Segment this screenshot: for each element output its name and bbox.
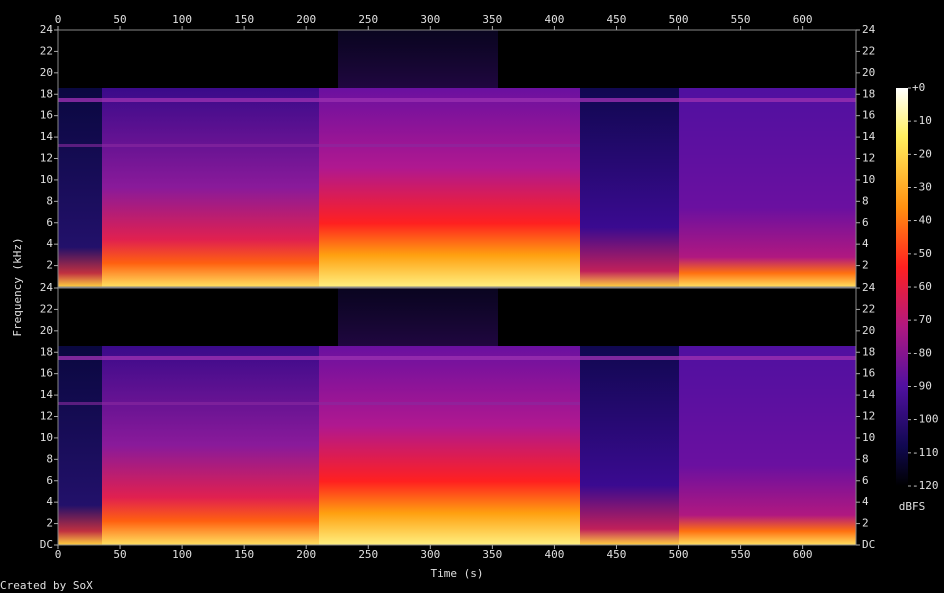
y-tick-label: 8 xyxy=(862,194,869,207)
colorbar-tick-label: +0 xyxy=(912,81,925,94)
y-tick-label: 24 xyxy=(40,281,54,294)
y-axis-label: Frequency (kHz) xyxy=(11,237,24,336)
x-tick-label: 100 xyxy=(172,548,192,561)
colorbar-tick-label: -10 xyxy=(912,114,932,127)
y-tick-label: 22 xyxy=(40,44,53,57)
y-tick-label: 2 xyxy=(46,517,53,530)
colorbar-tick-label: -60 xyxy=(912,280,932,293)
y-tick-label: 14 xyxy=(862,388,876,401)
x-tick-label: 200 xyxy=(296,548,316,561)
y-tick-label: 18 xyxy=(862,87,875,100)
x-tick-label: 350 xyxy=(482,13,502,26)
y-tick-label: 20 xyxy=(862,66,875,79)
y-tick-label: DC xyxy=(862,538,875,551)
x-tick-label: 350 xyxy=(482,548,502,561)
y-tick-label: 12 xyxy=(862,410,875,423)
colorbar-tick-label: -100 xyxy=(912,413,939,426)
y-tick-label: 2 xyxy=(862,259,869,272)
x-tick-label: 0 xyxy=(55,548,62,561)
y-tick-label: 22 xyxy=(862,302,875,315)
x-axis-label: Time (s) xyxy=(431,567,484,580)
spectrogram-channel xyxy=(58,288,856,545)
colorbar-tick-label: -20 xyxy=(912,147,932,160)
y-tick-label: 22 xyxy=(40,302,53,315)
colorbar-tick-label: -90 xyxy=(912,380,932,393)
y-tick-label: 12 xyxy=(40,152,53,165)
y-tick-label: 10 xyxy=(40,431,53,444)
y-tick-label: 14 xyxy=(862,130,876,143)
y-tick-label: DC xyxy=(40,538,53,551)
y-tick-label: 24 xyxy=(40,23,54,36)
y-tick-label: 22 xyxy=(862,44,875,57)
colorbar-tick-label: -110 xyxy=(912,446,939,459)
y-tick-label: 20 xyxy=(40,66,53,79)
x-tick-label: 50 xyxy=(113,548,126,561)
y-tick-label: 10 xyxy=(862,431,875,444)
colorbar-tick-label: -50 xyxy=(912,247,932,260)
y-tick-label: 6 xyxy=(46,216,53,229)
x-tick-label: 300 xyxy=(420,13,440,26)
x-tick-label: 250 xyxy=(358,13,378,26)
colorbar-label: dBFS xyxy=(899,500,926,513)
x-tick-label: 0 xyxy=(55,13,62,26)
x-tick-label: 550 xyxy=(731,13,751,26)
x-tick-label: 500 xyxy=(669,13,689,26)
x-tick-label: 450 xyxy=(607,13,627,26)
y-tick-label: 4 xyxy=(46,237,53,250)
x-tick-label: 300 xyxy=(420,548,440,561)
y-tick-label: 2 xyxy=(46,259,53,272)
x-tick-label: 100 xyxy=(172,13,192,26)
y-tick-label: 8 xyxy=(46,194,53,207)
y-tick-label: 4 xyxy=(862,237,869,250)
y-tick-label: 20 xyxy=(862,324,875,337)
y-tick-label: 6 xyxy=(46,474,53,487)
spectrogram-channel xyxy=(58,30,856,287)
x-tick-label: 400 xyxy=(544,13,564,26)
y-tick-label: 16 xyxy=(862,109,875,122)
x-tick-label: 550 xyxy=(731,548,751,561)
y-tick-label: 10 xyxy=(862,173,875,186)
x-tick-label: 150 xyxy=(234,548,254,561)
y-tick-label: 24 xyxy=(862,23,876,36)
y-tick-label: 8 xyxy=(46,452,53,465)
x-tick-label: 200 xyxy=(296,13,316,26)
colorbar-tick-label: -40 xyxy=(912,214,932,227)
y-tick-label: 10 xyxy=(40,173,53,186)
colorbar-tick-label: -30 xyxy=(912,181,932,194)
y-tick-label: 4 xyxy=(46,495,53,508)
y-tick-label: 6 xyxy=(862,474,869,487)
y-tick-label: 24 xyxy=(862,281,876,294)
y-tick-label: 6 xyxy=(862,216,869,229)
x-tick-label: 450 xyxy=(607,548,627,561)
colorbar xyxy=(896,88,908,486)
x-tick-label: 150 xyxy=(234,13,254,26)
x-tick-label: 50 xyxy=(113,13,126,26)
x-tick-label: 400 xyxy=(544,548,564,561)
y-tick-label: 14 xyxy=(40,388,54,401)
y-tick-label: 4 xyxy=(862,495,869,508)
y-tick-label: 16 xyxy=(40,367,53,380)
y-tick-label: 18 xyxy=(862,345,875,358)
y-tick-label: 14 xyxy=(40,130,54,143)
y-tick-label: 18 xyxy=(40,345,53,358)
x-tick-label: 250 xyxy=(358,548,378,561)
y-tick-label: 8 xyxy=(862,452,869,465)
y-tick-label: 20 xyxy=(40,324,53,337)
colorbar-tick-label: -70 xyxy=(912,313,932,326)
y-tick-label: 16 xyxy=(862,367,875,380)
y-tick-label: 12 xyxy=(40,410,53,423)
footer: Created by SoX xyxy=(0,579,93,592)
y-tick-label: 16 xyxy=(40,109,53,122)
x-tick-label: 500 xyxy=(669,548,689,561)
y-tick-label: 2 xyxy=(862,517,869,530)
y-tick-label: 12 xyxy=(862,152,875,165)
y-tick-label: 18 xyxy=(40,87,53,100)
x-tick-label: 600 xyxy=(793,548,813,561)
colorbar-tick-label: -80 xyxy=(912,346,932,359)
x-tick-label: 600 xyxy=(793,13,813,26)
colorbar-tick-label: -120 xyxy=(912,479,939,492)
